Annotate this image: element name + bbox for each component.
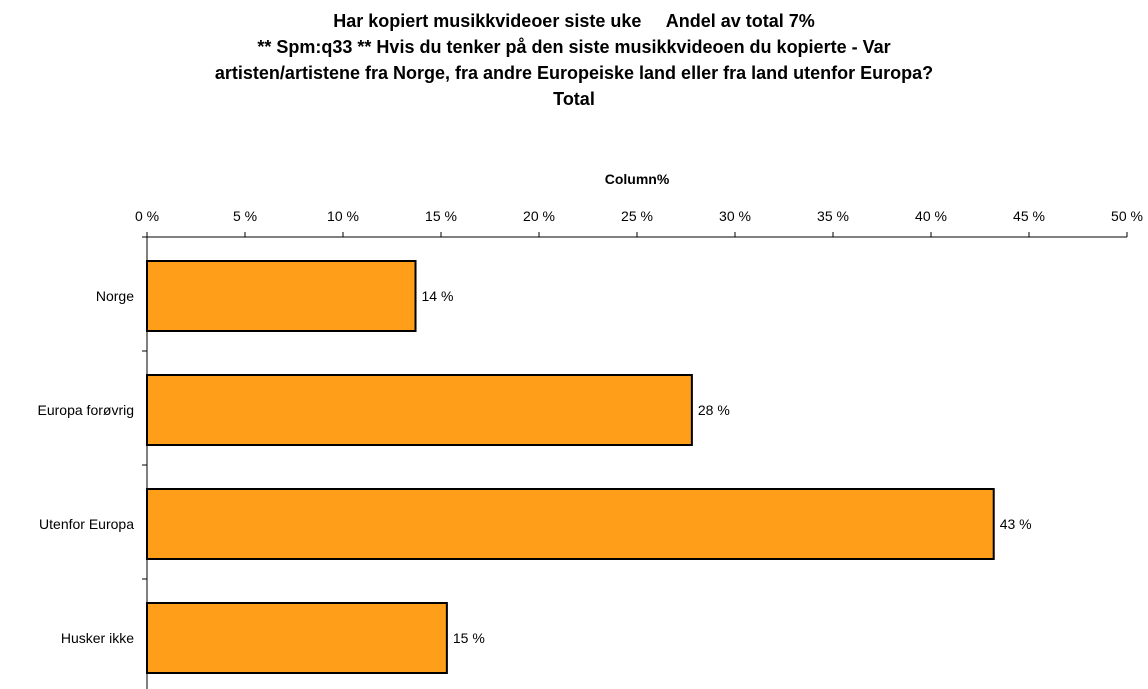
- x-tick-label: 35 %: [817, 208, 849, 224]
- x-tick-label: 25 %: [621, 208, 653, 224]
- value-label: 43 %: [1000, 516, 1032, 532]
- category-label: Husker ikke: [61, 630, 134, 646]
- x-tick-label: 50 %: [1111, 208, 1143, 224]
- bar-utenfor-europa: [146, 488, 995, 560]
- value-label: 15 %: [453, 630, 485, 646]
- value-label: 28 %: [698, 402, 730, 418]
- title-line-4: Total: [553, 89, 595, 109]
- x-tick-label: 5 %: [233, 208, 257, 224]
- title-line-3: artisten/artistene fra Norge, fra andre …: [214, 63, 934, 83]
- chart-title: Har kopiert musikkvideoer siste uke Ande…: [0, 8, 1148, 112]
- x-tick-label: 40 %: [915, 208, 947, 224]
- x-tick-label: 30 %: [719, 208, 751, 224]
- category-label: Europa forøvrig: [38, 402, 134, 418]
- bar-norge: [146, 260, 417, 332]
- x-tick-label: 20 %: [523, 208, 555, 224]
- category-label: Norge: [96, 288, 134, 304]
- bar-europa-for-vrig: [146, 374, 693, 446]
- x-tick-label: 15 %: [425, 208, 457, 224]
- x-tick-label: 0 %: [135, 208, 159, 224]
- title-line-2: ** Spm:q33 ** Hvis du tenker på den sist…: [257, 37, 891, 57]
- x-axis-label: Column%: [605, 171, 670, 187]
- bars: [146, 260, 995, 674]
- bar-husker-ikke: [146, 602, 448, 674]
- category-label: Utenfor Europa: [39, 516, 134, 532]
- title-line-1: Har kopiert musikkvideoer siste uke Ande…: [333, 11, 815, 31]
- x-tick-label: 45 %: [1013, 208, 1045, 224]
- labels: Norge 14 % Europa forøvrig 28 % Utenfor Euro…: [38, 288, 1032, 646]
- x-tick-label: 10 %: [327, 208, 359, 224]
- value-label: 14 %: [422, 288, 454, 304]
